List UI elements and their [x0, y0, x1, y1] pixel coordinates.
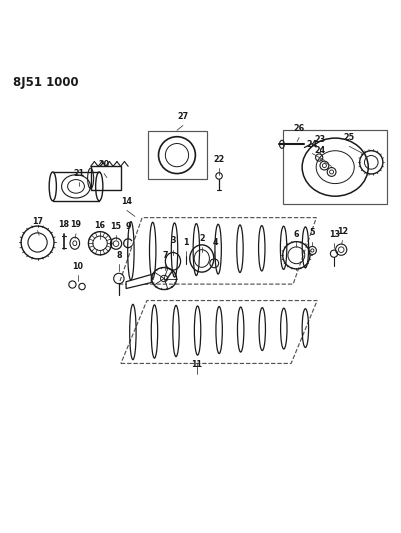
- Text: 17: 17: [32, 217, 43, 226]
- Text: 27: 27: [177, 112, 188, 121]
- Text: 8J51 1000: 8J51 1000: [13, 76, 78, 89]
- Text: 23: 23: [313, 134, 324, 143]
- Text: 6: 6: [293, 230, 298, 239]
- Text: 2: 2: [198, 234, 204, 243]
- Text: 26: 26: [293, 124, 304, 133]
- Text: 12: 12: [336, 227, 347, 236]
- Text: 24: 24: [313, 146, 324, 155]
- Polygon shape: [126, 274, 151, 288]
- Text: 5: 5: [309, 228, 314, 237]
- Text: 16: 16: [94, 221, 105, 230]
- Text: 14: 14: [121, 197, 132, 206]
- Text: 20: 20: [98, 160, 109, 169]
- Text: 3: 3: [170, 236, 175, 245]
- Text: 13: 13: [328, 230, 339, 239]
- Text: 11: 11: [191, 360, 202, 369]
- Text: 8: 8: [116, 251, 122, 260]
- Text: 10: 10: [72, 262, 83, 271]
- Text: 1: 1: [182, 238, 188, 247]
- Text: 15: 15: [110, 222, 121, 231]
- Text: 24: 24: [306, 140, 317, 149]
- Text: 9: 9: [125, 222, 130, 231]
- Text: 4: 4: [212, 238, 217, 247]
- Text: 7: 7: [162, 251, 167, 260]
- Text: 22: 22: [213, 155, 224, 164]
- Text: 19: 19: [70, 220, 81, 229]
- Text: 21: 21: [73, 169, 85, 178]
- Text: 25: 25: [343, 133, 354, 142]
- Text: 18: 18: [58, 220, 69, 229]
